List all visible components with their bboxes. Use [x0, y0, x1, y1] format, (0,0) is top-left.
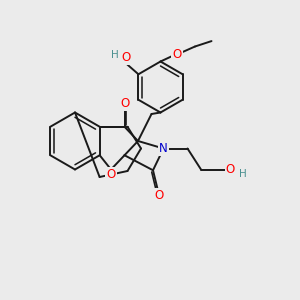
Text: H: H [238, 169, 246, 179]
Text: O: O [226, 163, 235, 176]
Text: O: O [121, 51, 130, 64]
Text: H: H [111, 50, 119, 60]
Text: O: O [106, 168, 116, 182]
Text: O: O [172, 47, 182, 61]
Text: O: O [120, 97, 129, 110]
Text: N: N [159, 142, 168, 155]
Text: O: O [154, 189, 164, 202]
